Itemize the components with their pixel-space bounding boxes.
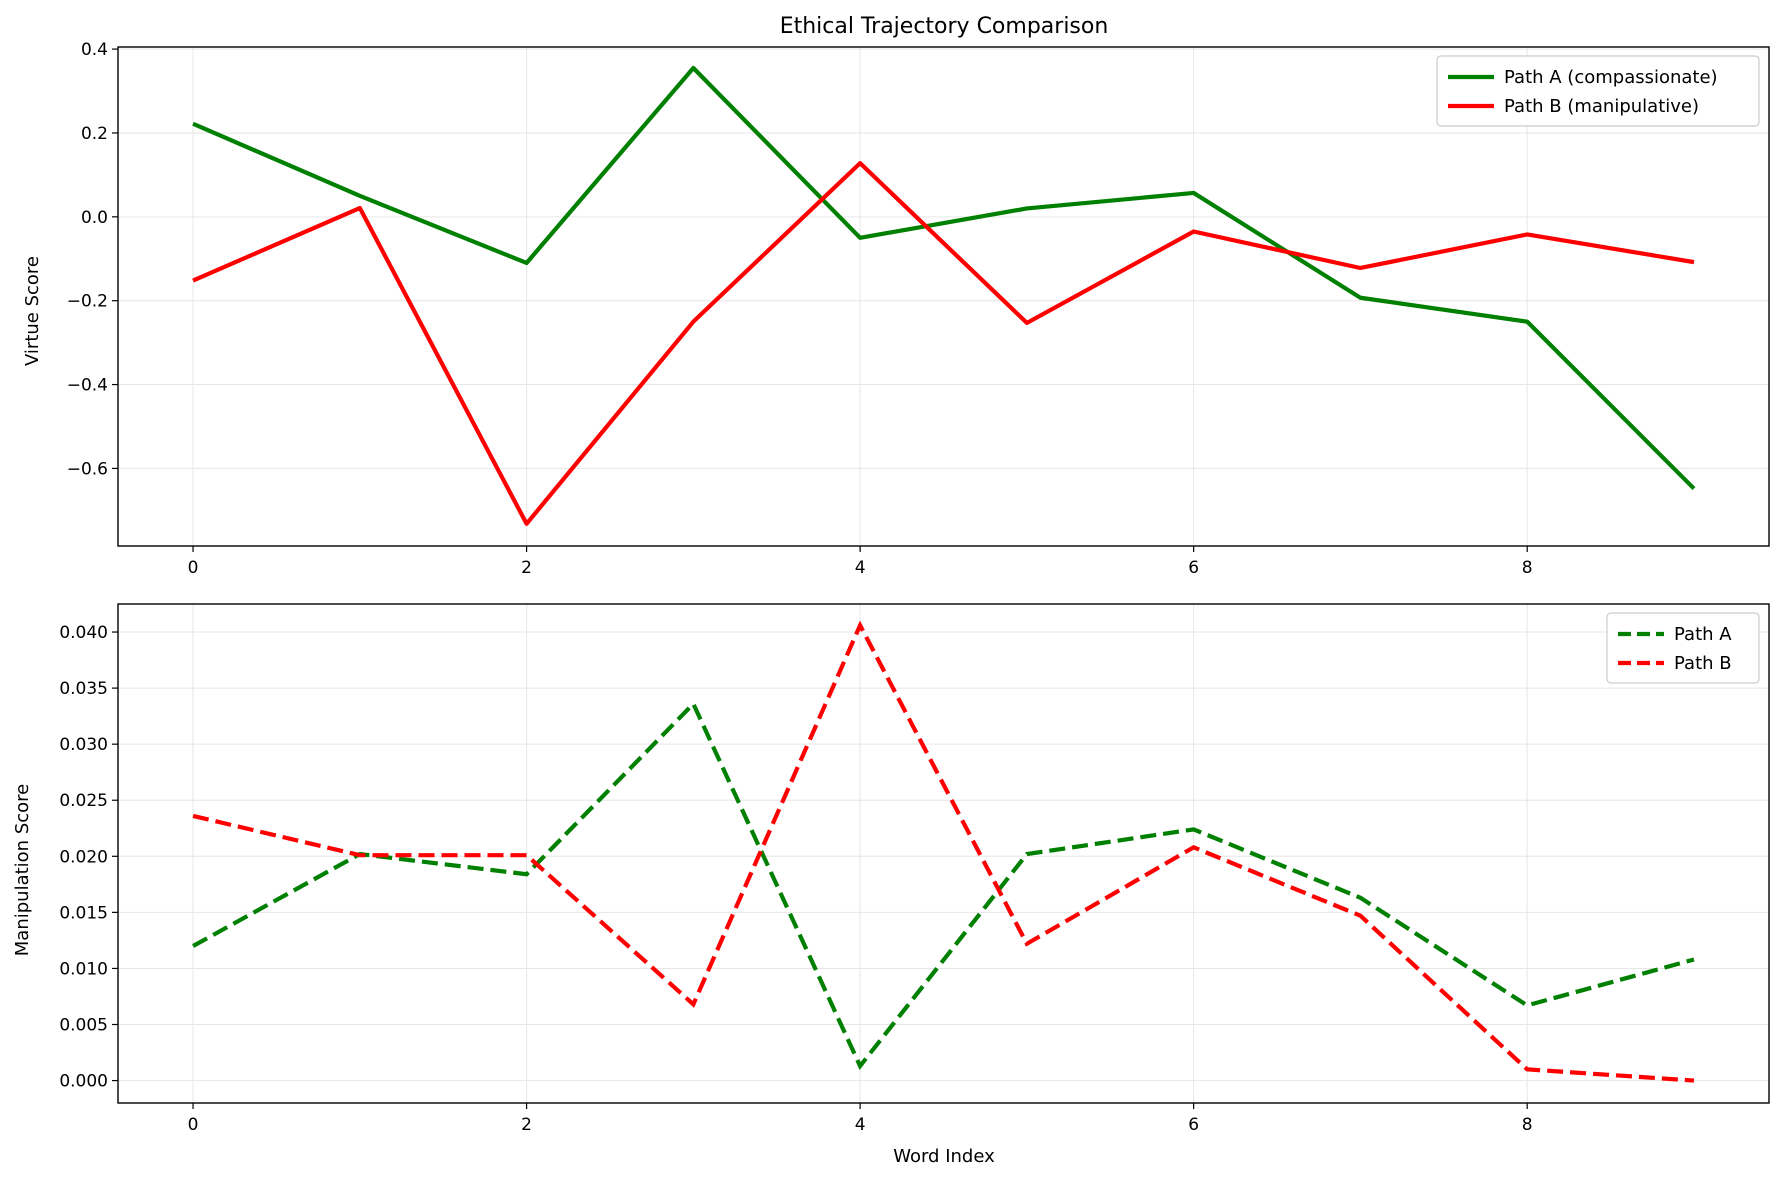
legend-label: Path A <box>1674 624 1732 645</box>
y-tick-label: 0.005 <box>59 1016 108 1036</box>
y-tick-label: −0.4 <box>67 376 108 396</box>
y-tick-label: 0.000 <box>59 1072 108 1092</box>
x-tick-label: 4 <box>855 558 866 578</box>
x-tick-label: 6 <box>1188 1115 1199 1135</box>
legend: Path A Path B <box>1606 612 1760 684</box>
y-tick-label: 0.020 <box>59 847 108 867</box>
bottom-ylabel: Manipulation Score <box>12 784 33 956</box>
y-tick-label: 0.030 <box>59 735 108 755</box>
legend-box <box>1436 55 1760 127</box>
legend-label: Path A (compassionate) <box>1504 67 1718 88</box>
y-tick-label: 0.2 <box>81 124 108 144</box>
x-tick-label: 4 <box>855 1115 866 1135</box>
plot-frame <box>117 603 1770 1104</box>
x-tick-label: 8 <box>1522 1115 1533 1135</box>
series-line-path-a <box>192 65 1696 491</box>
chart-title: Ethical Trajectory Comparison <box>780 14 1109 39</box>
bottom-plot-manipulation: 0 2 4 6 8 0.040 0.035 0.030 0.025 0.020 0.015 0.010… <box>59 603 1770 1135</box>
legend-label: Path B <box>1674 653 1732 674</box>
y-tick-label: 0.025 <box>59 791 108 811</box>
y-tick-label: 0.0 <box>81 208 108 228</box>
y-tick-label: 0.4 <box>81 40 108 60</box>
y-tick-label: 0.035 <box>59 679 108 699</box>
x-tick-label: 0 <box>188 558 199 578</box>
x-tick-label: 2 <box>521 558 532 578</box>
legend: Path A (compassionate) Path B (manipulati… <box>1436 55 1760 127</box>
series-line-path-b <box>192 620 1695 1083</box>
top-ylabel: Virtue Score <box>22 256 43 366</box>
x-tick-label: 2 <box>521 1115 532 1135</box>
y-tick-label: 0.010 <box>59 959 108 979</box>
plot-frame <box>117 46 1770 547</box>
legend-box <box>1606 612 1760 684</box>
y-tick-label: −0.6 <box>67 459 108 479</box>
x-tick-label: 6 <box>1188 558 1199 578</box>
x-tick-label: 0 <box>188 1115 199 1135</box>
legend-label: Path B (manipulative) <box>1504 96 1699 117</box>
x-tick-label: 8 <box>1522 558 1533 578</box>
series-line-path-b <box>192 161 1695 526</box>
y-tick-label: 0.015 <box>59 903 108 923</box>
y-tick-label: −0.2 <box>67 292 108 312</box>
series-line-path-a <box>192 700 1695 1070</box>
top-plot-virtue: 0 2 4 6 8 0.4 0.2 0.0 −0.2 −0.4 −0.6 Path A (compas… <box>67 40 1770 578</box>
y-tick-label: 0.040 <box>59 623 108 643</box>
bottom-xlabel: Word Index <box>893 1146 995 1167</box>
